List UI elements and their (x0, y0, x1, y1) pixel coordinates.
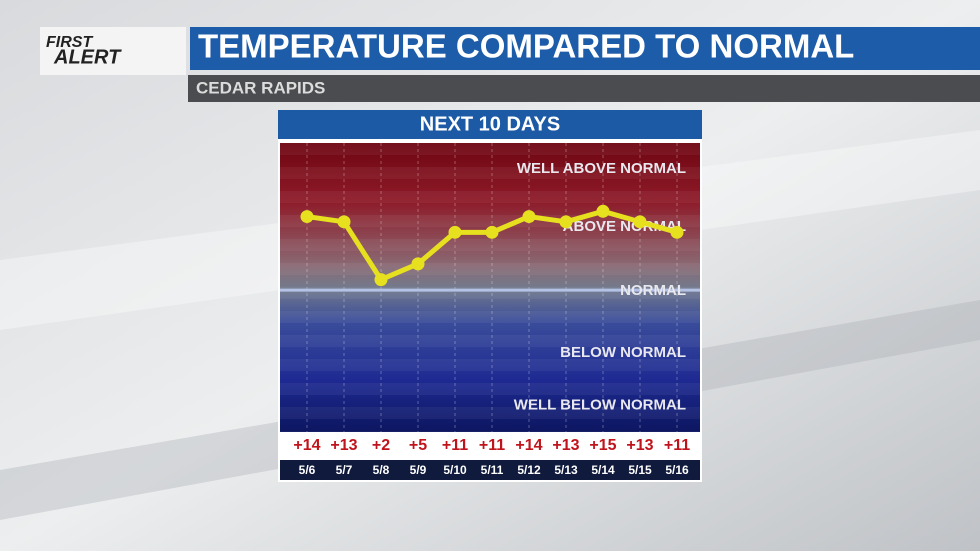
value-label: +14 (515, 437, 542, 454)
x-tick-label: 5/15 (628, 463, 652, 477)
logo-box (40, 27, 186, 75)
header-title: TEMPERATURE COMPARED TO NORMAL (198, 28, 854, 65)
data-point (670, 225, 684, 239)
band-stripe (280, 263, 700, 275)
band-label: WELL BELOW NORMAL (514, 397, 686, 414)
x-tick-label: 5/7 (336, 463, 353, 477)
chart-title-bar (278, 110, 702, 139)
data-point (559, 215, 573, 229)
x-tick-label: 5/8 (373, 463, 390, 477)
band-stripe (280, 407, 700, 419)
x-tick-label: 5/13 (554, 463, 578, 477)
data-point (522, 210, 536, 224)
plot-area (280, 143, 700, 432)
header-subtitle: CEDAR RAPIDS (196, 78, 325, 97)
value-label: +11 (479, 437, 505, 454)
value-label: +2 (372, 437, 390, 454)
title-bar (190, 27, 980, 70)
band-label: BELOW NORMAL (560, 344, 686, 361)
value-label: +15 (589, 437, 616, 454)
band-stripe (280, 215, 700, 227)
logo-bottom: ALERT (53, 46, 122, 68)
band-stripe (280, 167, 700, 179)
x-tick-label: 5/9 (410, 463, 427, 477)
data-point (374, 273, 388, 287)
band-stripe (280, 383, 700, 395)
data-point (485, 225, 499, 239)
band-label: NORMAL (620, 282, 686, 299)
logo-top: FIRST (46, 34, 93, 51)
chart-title: NEXT 10 DAYS (420, 113, 560, 135)
data-point (337, 215, 351, 229)
x-tick-label: 5/16 (665, 463, 689, 477)
band-stripe (280, 311, 700, 323)
data-point (411, 257, 425, 271)
x-tick-label: 5/11 (481, 463, 504, 477)
x-tick-label: 5/6 (299, 463, 316, 477)
band-stripe (280, 335, 700, 347)
band-stripe (280, 239, 700, 251)
x-tick-label: 5/12 (517, 463, 541, 477)
value-label: +13 (330, 437, 357, 454)
band-stripe (280, 143, 700, 155)
band-stripe (280, 431, 700, 443)
data-point (448, 225, 462, 239)
data-point (596, 204, 610, 218)
subtitle-bar (188, 75, 980, 102)
value-label: +5 (409, 437, 427, 454)
value-label: +14 (293, 437, 320, 454)
value-label: +13 (552, 437, 579, 454)
value-label: +11 (442, 437, 468, 454)
data-point (633, 215, 647, 229)
data-point (300, 210, 314, 224)
band-stripe (280, 191, 700, 203)
value-label: +13 (626, 437, 653, 454)
x-tick-label: 5/10 (443, 463, 467, 477)
x-tick-label: 5/14 (591, 463, 615, 477)
band-label: WELL ABOVE NORMAL (517, 160, 686, 177)
value-label: +11 (664, 437, 690, 454)
date-row (280, 460, 700, 480)
band-stripe (280, 359, 700, 371)
band-label: ABOVE NORMAL (563, 218, 686, 235)
